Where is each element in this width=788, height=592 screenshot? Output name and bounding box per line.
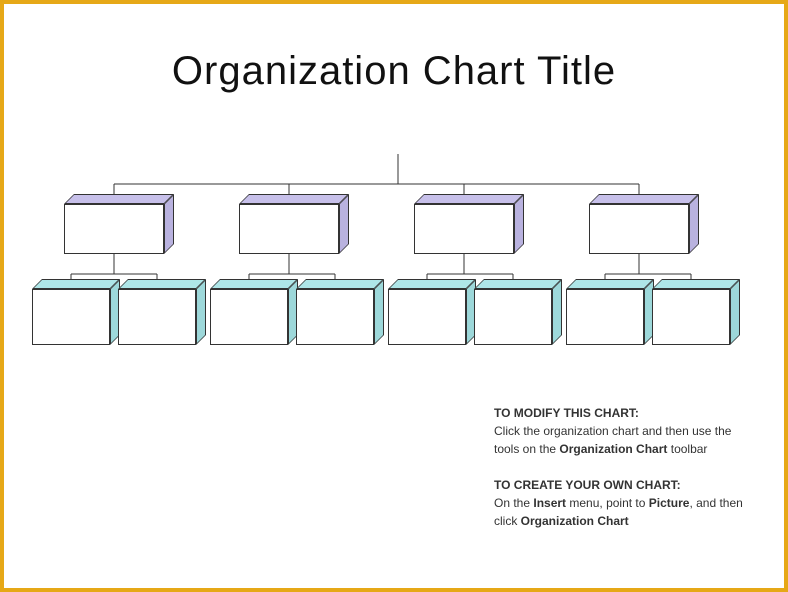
org-node-level3-2 (210, 289, 298, 355)
create-bold-1: Insert (533, 496, 566, 510)
create-bold-2: Picture (649, 496, 690, 510)
modify-instructions: TO MODIFY THIS CHART: Click the organiza… (494, 404, 754, 458)
org-node-level3-5 (474, 289, 562, 355)
create-instructions: TO CREATE YOUR OWN CHART: On the Insert … (494, 476, 754, 530)
org-node-level2-0 (64, 204, 174, 264)
org-node-level3-0 (32, 289, 120, 355)
org-chart (4, 134, 788, 384)
org-node-level3-4 (388, 289, 476, 355)
create-header: TO CREATE YOUR OWN CHART: (494, 476, 754, 494)
create-text-c: menu, point to (566, 496, 649, 510)
page-frame: Organization Chart Title TO MODIFY THIS … (0, 0, 788, 592)
org-node-level2-1 (239, 204, 349, 264)
modify-text-c: toolbar (667, 442, 707, 456)
org-node-level3-3 (296, 289, 384, 355)
org-node-level3-6 (566, 289, 654, 355)
modify-bold-1: Organization Chart (559, 442, 667, 456)
org-node-level3-1 (118, 289, 206, 355)
create-text-a: On the (494, 496, 533, 510)
create-bold-3: Organization Chart (521, 514, 629, 528)
modify-header: TO MODIFY THIS CHART: (494, 404, 754, 422)
org-node-level2-3 (589, 204, 699, 264)
instructions-panel: TO MODIFY THIS CHART: Click the organiza… (494, 404, 754, 548)
chart-title: Organization Chart Title (4, 49, 784, 94)
org-node-level2-2 (414, 204, 524, 264)
org-node-level3-7 (652, 289, 740, 355)
